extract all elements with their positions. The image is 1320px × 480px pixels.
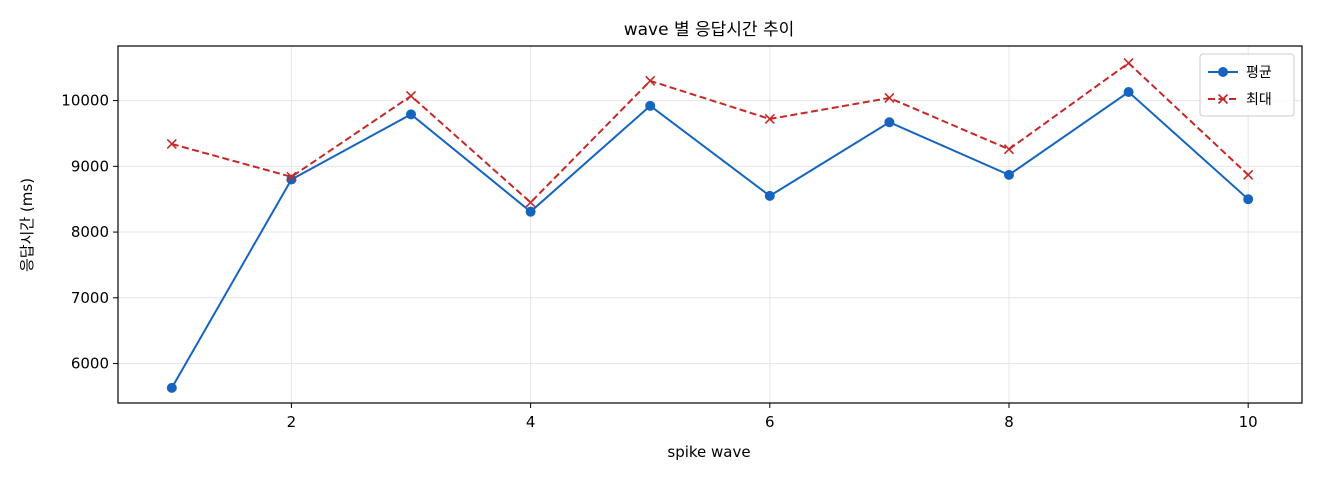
series-layer <box>166 58 1254 393</box>
data-point <box>405 90 417 102</box>
legend-marker <box>1218 67 1228 77</box>
series-line <box>170 90 1249 389</box>
data-point <box>1003 169 1014 180</box>
series-max <box>166 58 1254 208</box>
grid-lines <box>118 46 1302 403</box>
y-tick-label: 6000 <box>71 355 109 373</box>
data-point <box>1003 144 1015 155</box>
data-point <box>286 171 297 182</box>
y-tick-label: 10000 <box>61 92 109 110</box>
y-tick-label: 8000 <box>71 223 109 241</box>
legend-marker <box>1217 93 1229 105</box>
y-axis-label: 응답시간 (ms) <box>18 178 36 272</box>
plot-frame <box>117 45 1303 404</box>
data-point <box>166 138 177 150</box>
legend-item: 최대 <box>1208 92 1272 108</box>
legend-item: 평균 <box>1208 65 1272 81</box>
data-point <box>1123 58 1134 69</box>
data-point <box>764 190 775 201</box>
data-point <box>406 109 417 120</box>
y-tick-label: 7000 <box>71 289 109 307</box>
data-point <box>1243 169 1254 180</box>
data-point <box>645 75 656 86</box>
data-point <box>884 92 895 104</box>
data-point <box>525 206 536 217</box>
data-point <box>764 113 775 125</box>
data-point <box>1243 194 1254 205</box>
legend-label: 평균 <box>1246 65 1272 81</box>
x-tick-label: 2 <box>287 413 297 431</box>
axis-ticks: 2 4 6 8 10 6000 7000 8000 9000 10000 <box>61 92 1257 431</box>
legend-label: 최대 <box>1246 92 1272 108</box>
series-line <box>171 61 1249 204</box>
data-point <box>884 117 895 128</box>
x-tick-label: 8 <box>1004 413 1014 431</box>
x-tick-label: 6 <box>765 413 775 431</box>
series-mean <box>166 87 1254 393</box>
x-tick-label: 10 <box>1239 413 1258 431</box>
y-tick-label: 9000 <box>71 157 109 175</box>
x-axis-label: spike wave <box>667 443 750 461</box>
data-point <box>525 197 536 208</box>
chart-title: wave 별 응답시간 추이 <box>624 20 795 40</box>
data-point <box>1123 87 1134 98</box>
data-point <box>645 100 656 111</box>
x-tick-label: 4 <box>526 413 536 431</box>
data-point <box>166 382 177 393</box>
